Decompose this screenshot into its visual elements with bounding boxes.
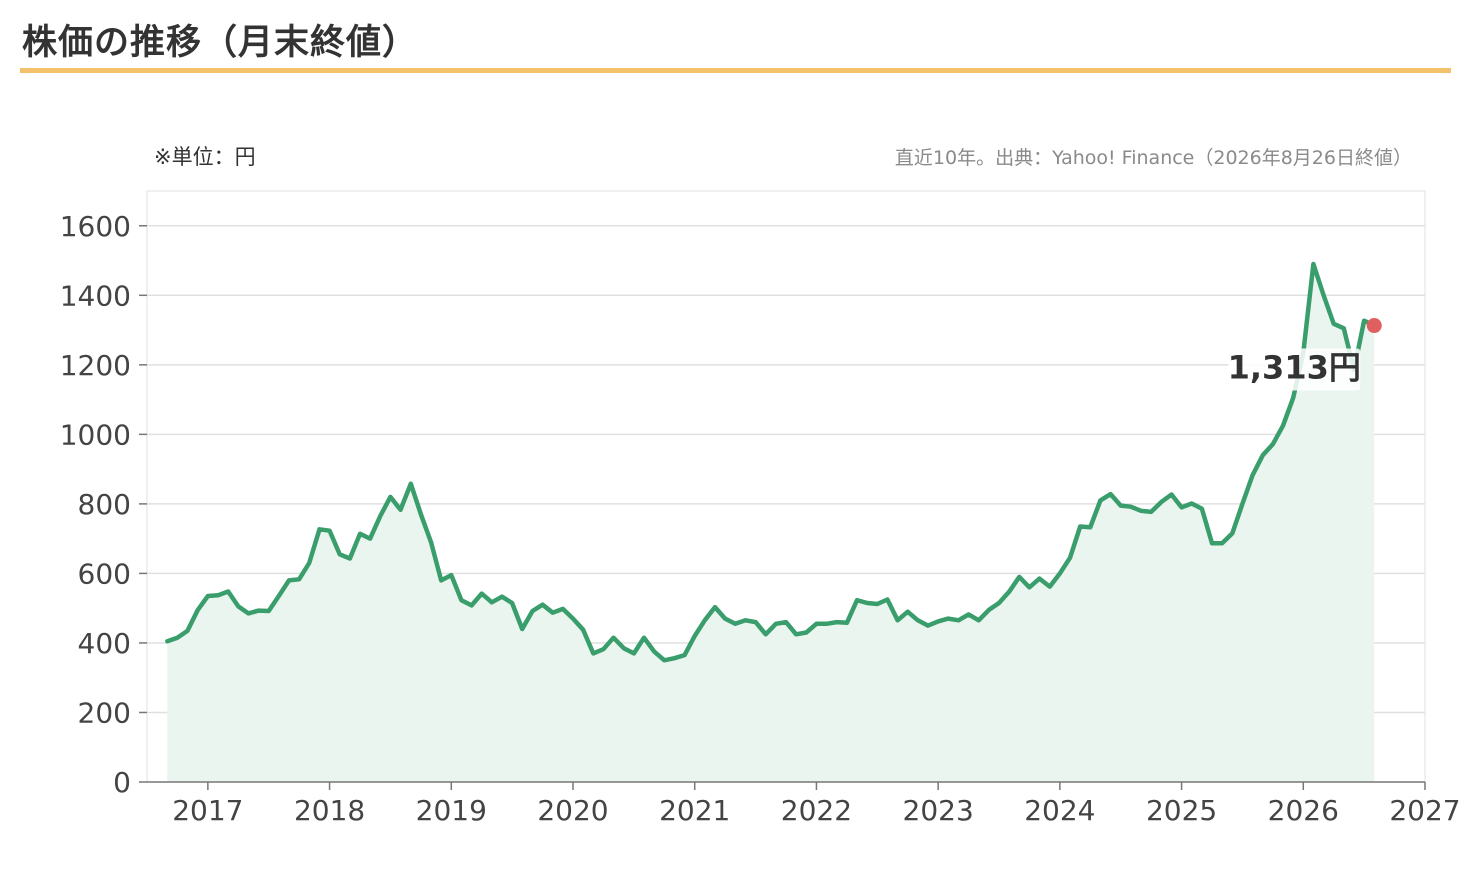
source-note: 直近10年。出典：Yahoo! Finance（2026年8月26日終値）	[894, 147, 1412, 169]
price-line	[165, 261, 1377, 663]
annotations: 1,313円	[1228, 318, 1382, 391]
axes: 0 200 400 600 800 1000 1200 1400 1600 2017 2018 201…	[60, 210, 1461, 827]
x-tick-label: 2026	[1268, 794, 1339, 827]
x-tick-label: 2018	[294, 794, 365, 827]
last-price-label: 1,313円	[1228, 349, 1361, 387]
unit-note: ※単位：円	[154, 145, 256, 169]
y-tick-label: 1200	[60, 349, 131, 382]
last-price-label-bg	[1228, 348, 1361, 391]
area-fill	[167, 264, 1375, 782]
x-tick-label: 2017	[172, 794, 243, 827]
y-tick-label: 400	[78, 627, 131, 660]
y-tick-label: 1400	[60, 279, 131, 312]
price-area	[167, 264, 1375, 782]
x-tick-label: 2024	[1024, 794, 1095, 827]
title-underline	[20, 68, 1451, 73]
x-tick-label: 2021	[659, 794, 730, 827]
last-price-marker	[1366, 318, 1382, 334]
page-title: 株価の推移（月末終値）	[22, 23, 419, 63]
y-tick-label: 800	[78, 488, 131, 521]
x-tick-label: 2019	[416, 794, 487, 827]
y-tick-label: 1000	[60, 418, 131, 451]
x-tick-label: 2020	[537, 794, 608, 827]
y-tick-label: 200	[78, 696, 131, 729]
x-tick-label: 2023	[903, 794, 974, 827]
x-tick-label: 2022	[781, 794, 852, 827]
y-tick-label: 0	[113, 766, 131, 799]
price-line-series	[165, 261, 1377, 663]
x-tick-label: 2025	[1146, 794, 1217, 827]
x-tick-label: 2027	[1389, 794, 1460, 827]
y-tick-label: 600	[78, 557, 131, 590]
y-tick-label: 1600	[60, 210, 131, 243]
